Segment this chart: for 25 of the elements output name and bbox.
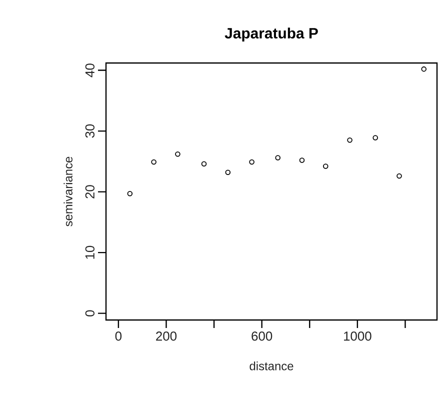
x-tick-label: 200: [156, 332, 177, 341]
y-tick-label: 10: [85, 246, 94, 259]
point: [127, 190, 133, 196]
y-tick-label: 20: [85, 185, 94, 198]
point: [275, 155, 280, 160]
y-tick-label: 0: [85, 310, 94, 316]
x-tick-label: 0: [115, 332, 122, 341]
point: [201, 161, 207, 166]
point: [322, 164, 328, 169]
x-axis-title: distance: [250, 362, 294, 370]
point: [151, 159, 156, 165]
point: [299, 158, 305, 163]
point: [249, 159, 254, 165]
point: [421, 66, 427, 72]
y-tick-label: 30: [85, 124, 94, 138]
y-axis-title: semivariance: [64, 156, 72, 226]
point: [175, 151, 180, 157]
point: [347, 138, 352, 143]
y-tick-label: 40: [85, 64, 94, 78]
x-tick-label: 1000: [344, 332, 372, 341]
chart-title: Japaratuba P: [224, 28, 318, 42]
x-tick-label: 600: [252, 332, 272, 341]
point: [225, 170, 231, 175]
point: [396, 173, 402, 179]
point: [372, 135, 378, 140]
